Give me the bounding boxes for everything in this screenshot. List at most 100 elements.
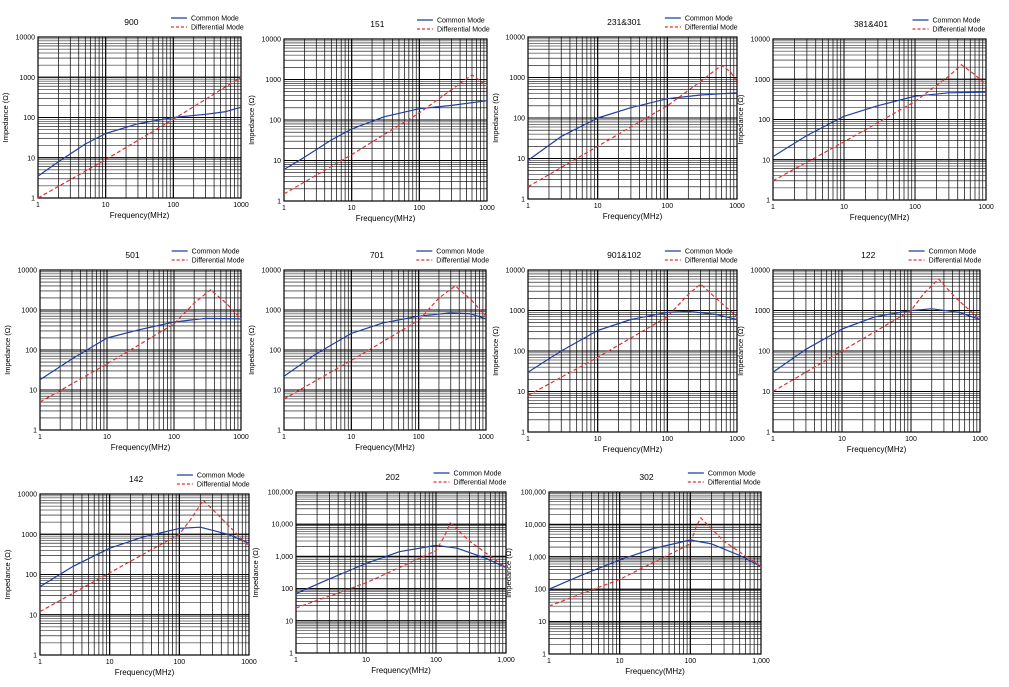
- plot-frame: [527, 269, 738, 433]
- y-tick-label: 10: [517, 389, 525, 396]
- y-tick-label: 1000: [265, 308, 281, 315]
- x-tick-label: 10: [838, 436, 846, 443]
- grid-lines: [39, 269, 242, 431]
- series-line-differential-mode: [283, 285, 487, 400]
- series-line-differential-mode: [772, 278, 981, 393]
- y-axis-label: Impedance (Ω): [736, 94, 745, 144]
- legend-label: Differential Mode: [454, 480, 507, 487]
- y-tick-label: 100: [281, 586, 293, 593]
- y-tick-label: 10000: [18, 492, 38, 499]
- legend-label: Common Mode: [436, 249, 484, 256]
- legend-label: Differential Mode: [192, 258, 245, 265]
- legend-label: Differential Mode: [436, 258, 489, 265]
- legend: Common Mode Differential Mode: [687, 471, 761, 487]
- y-tick-label: 100: [269, 348, 281, 355]
- y-tick-label: 10: [273, 388, 281, 395]
- y-tick-label: 10,000: [272, 522, 294, 529]
- x-tick-label: 1: [282, 205, 286, 212]
- grid-lines: [37, 36, 242, 199]
- y-tick-label: 100: [513, 349, 525, 356]
- y-tick-label: 10000: [751, 268, 771, 275]
- y-tick-label: 10: [762, 157, 770, 164]
- x-axis-label: Frequency(MHz): [356, 214, 416, 223]
- chart-title: 501: [125, 250, 139, 260]
- x-tick-label: 10: [106, 659, 114, 666]
- x-tick-label: 100: [173, 659, 185, 666]
- chart-151: 1 10 100 1000 1 10 100 1000 10000 Frequency(MHz) I…: [247, 18, 495, 224]
- chart-142: 1 10 100 1000 1 10 100 1000 10000 Frequency(MHz) I…: [3, 473, 257, 678]
- y-tick-label: 1: [766, 430, 770, 437]
- legend: Common Mode Differential Mode: [416, 18, 490, 34]
- plot-frame: [39, 493, 250, 656]
- series-line-common-mode: [283, 312, 487, 377]
- series-line-common-mode: [295, 544, 507, 595]
- x-tick-label: 1000: [729, 436, 745, 443]
- series-line-differential-mode: [37, 76, 242, 199]
- x-tick-label: 100: [905, 436, 917, 443]
- grid-lines: [295, 491, 507, 654]
- legend-label: Common Mode: [708, 471, 756, 478]
- plot-frame: [548, 491, 762, 655]
- series-line-common-mode: [37, 106, 242, 177]
- y-tick-label: 10: [285, 618, 293, 625]
- x-tick-label: 1: [282, 434, 286, 441]
- x-tick-label: 100: [909, 204, 921, 211]
- x-tick-label: 1000: [233, 202, 249, 209]
- x-axis-label: Frequency(MHz): [847, 445, 907, 454]
- x-tick-label: 1: [38, 434, 42, 441]
- y-tick-label: 100: [25, 348, 37, 355]
- plot-frame: [37, 36, 242, 199]
- x-tick-label: 10: [347, 434, 355, 441]
- plot-frame: [283, 269, 487, 431]
- legend-label: Common Mode: [454, 471, 502, 478]
- y-tick-label: 100,000: [521, 490, 546, 497]
- series-line-differential-mode: [295, 522, 507, 609]
- legend-label: Differential Mode: [685, 25, 738, 32]
- legend: Common Mode Differential Mode: [416, 249, 489, 265]
- y-tick-label: 10000: [262, 268, 282, 275]
- legend-label: Common Mode: [191, 16, 239, 23]
- y-tick-label: 10: [29, 612, 37, 619]
- x-tick-label: 100: [684, 658, 696, 665]
- y-tick-label: 100: [269, 118, 281, 125]
- y-axis-label: Impedance (Ω): [247, 95, 256, 145]
- legend-label: Common Mode: [933, 18, 981, 25]
- y-axis-label: Impedance (Ω): [3, 325, 12, 375]
- y-axis-label: Impedance (Ω): [491, 326, 500, 376]
- series-line-common-mode: [548, 539, 762, 590]
- plot-frame: [772, 269, 981, 433]
- series-line-common-mode: [772, 91, 987, 158]
- chart-381&401: 1 10 100 1000 1 10 100 1000 10000 Frequency(MHz) I…: [736, 18, 994, 223]
- chart-title: 701: [370, 250, 384, 260]
- chart-title: 381&401: [854, 19, 888, 29]
- y-axis-label: Impedance (Ω): [251, 547, 260, 597]
- grid-lines: [772, 38, 987, 201]
- legend-label: Common Mode: [192, 249, 240, 256]
- y-tick-label: 100: [23, 115, 35, 122]
- y-tick-label: 1: [33, 653, 37, 660]
- y-axis-label: Impedance (Ω): [1, 92, 10, 142]
- x-tick-label: 100: [168, 434, 180, 441]
- grid-lines: [527, 36, 738, 200]
- y-tick-label: 1,000: [528, 554, 546, 561]
- legend-label: Common Mode: [685, 16, 733, 23]
- x-axis-label: Frequency(MHz): [603, 445, 663, 454]
- series-line-differential-mode: [772, 64, 987, 182]
- series-line-differential-mode: [39, 289, 242, 403]
- x-tick-label: 1,000: [752, 658, 770, 665]
- y-tick-label: 1000: [509, 75, 525, 82]
- grid-lines: [283, 269, 487, 431]
- legend-label: Common Mode: [929, 249, 977, 256]
- plot-frame: [772, 38, 987, 201]
- chart-title: 901&102: [607, 250, 641, 260]
- chart-901&102: 1 10 100 1000 1 10 100 1000 10000 Frequency(MHz) I…: [491, 249, 745, 455]
- y-tick-label: 10000: [751, 37, 771, 44]
- x-tick-label: 1: [294, 657, 298, 664]
- grid-lines: [548, 491, 762, 655]
- y-tick-label: 100,000: [268, 490, 293, 497]
- legend-label: Differential Mode: [197, 482, 250, 489]
- y-tick-label: 1000: [754, 308, 770, 315]
- legend: Common Mode Differential Mode: [912, 18, 985, 34]
- x-tick-label: 10: [102, 202, 110, 209]
